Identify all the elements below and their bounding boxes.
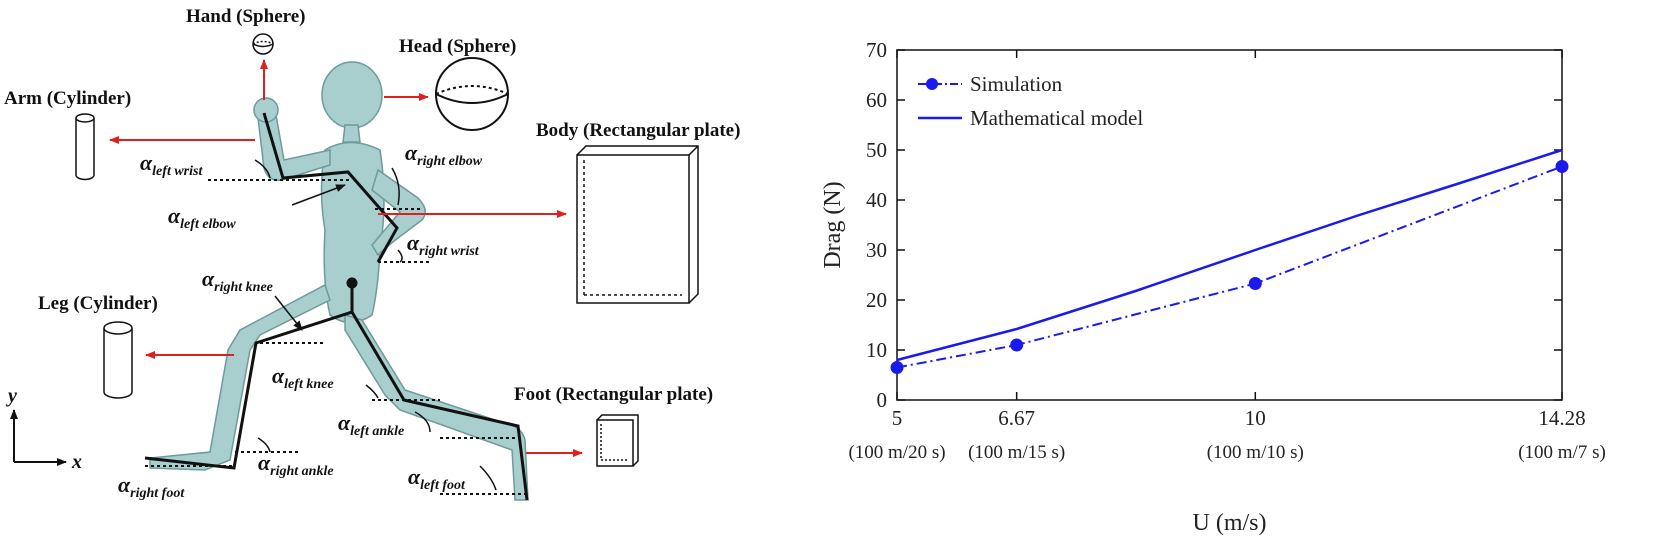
angle-pointers <box>254 159 497 491</box>
x-axis-label: x <box>71 451 82 473</box>
angle-left-foot: αleft foot <box>408 464 466 493</box>
head-sphere-icon <box>435 57 509 131</box>
legend-simulation-label: Simulation <box>970 72 1063 96</box>
simulation-point <box>890 361 904 374</box>
y-axis-label: y <box>6 385 17 407</box>
x-tick-label: 5 <box>892 406 903 430</box>
skeleton-front-arm <box>262 112 399 263</box>
skeleton <box>144 112 529 501</box>
angle-left-knee: αleft knee <box>272 363 334 392</box>
arm-label: Arm (Cylinder) <box>4 88 131 109</box>
angle-left-wrist: αleft wrist <box>140 150 203 179</box>
simulation-point <box>1010 338 1024 352</box>
angle-right-wrist: αright wrist <box>407 230 480 259</box>
x-tick-label: 14.28 <box>1538 406 1585 430</box>
mannequin-front-arm <box>257 114 331 181</box>
leg-label: Leg (Cylinder) <box>38 293 158 314</box>
runner-diagram: Hand (Sphere) Head (Sphere) Arm (Cylinde… <box>4 6 740 501</box>
x-tick-sublabel: (100 m/7 s) <box>1518 442 1606 463</box>
x-tick-label: 10 <box>1245 406 1266 430</box>
series-layer <box>890 148 1569 374</box>
drag-chart: 0 10 20 30 40 50 60 70 5 (100 m/20 s) 6.67 (100 m/… <box>820 38 1606 536</box>
x-tick-sublabel: (100 m/20 s) <box>848 442 945 463</box>
hand-label: Hand (Sphere) <box>186 6 305 27</box>
x-tick-sublabel: (100 m/15 s) <box>968 442 1065 463</box>
x-tick-label: 6.67 <box>998 406 1035 430</box>
legend-simulation-marker <box>926 78 938 90</box>
angle-left-ankle: αleft ankle <box>338 410 404 439</box>
series-simulation-line <box>896 165 1563 369</box>
body-plate-icon <box>576 145 699 304</box>
body-label: Body (Rectangular plate) <box>536 120 740 141</box>
mannequin-neck <box>342 124 361 143</box>
y-tick-label: 10 <box>866 338 887 362</box>
angle-right-elbow: αright elbow <box>405 140 483 169</box>
legend-model-label: Mathematical model <box>970 106 1143 130</box>
plot-frame <box>896 49 1563 401</box>
x-ticks: 5 (100 m/20 s) 6.67 (100 m/15 s) 10 (100 m/10… <box>848 50 1606 463</box>
skeleton-leg-front <box>350 311 529 501</box>
skeleton-leg-back <box>144 283 354 470</box>
head-label: Head (Sphere) <box>399 36 516 57</box>
red-arrows <box>109 59 583 457</box>
y-tick-label: 60 <box>866 88 887 112</box>
foot-plate-icon <box>596 414 639 467</box>
mannequin-back-leg <box>149 283 331 471</box>
simulation-point <box>1555 160 1569 173</box>
y-ticks: 0 10 20 30 40 50 60 70 <box>866 38 1562 412</box>
legend: Simulation Mathematical model <box>918 72 1143 130</box>
foot-label: Foot (Rectangular plate) <box>514 384 713 405</box>
y-tick-label: 70 <box>866 38 887 62</box>
x-tick-sublabel: (100 m/10 s) <box>1207 442 1304 463</box>
angle-right-knee: αright knee <box>202 266 273 295</box>
y-axis-title: Drag (N) <box>820 181 846 268</box>
simulation-point <box>1248 277 1262 290</box>
skeleton-hip-joint <box>346 277 358 289</box>
y-tick-label: 50 <box>866 138 887 162</box>
series-mathematical-model-line <box>896 148 1563 362</box>
angle-left-elbow: αleft elbow <box>168 203 236 232</box>
angle-right-foot: αright foot <box>118 472 185 501</box>
y-tick-label: 30 <box>866 238 887 262</box>
y-tick-label: 40 <box>866 188 887 212</box>
leg-cylinder-icon <box>103 321 133 399</box>
reference-lines <box>145 179 525 495</box>
mannequin-head <box>321 61 383 129</box>
arm-cylinder-icon <box>75 113 95 181</box>
y-tick-label: 20 <box>866 288 887 312</box>
y-tick-label: 0 <box>877 388 888 412</box>
mannequin-back-arm <box>371 168 426 257</box>
x-axis-title: U (m/s) <box>1193 510 1267 536</box>
xy-axes <box>10 409 67 466</box>
hand-sphere-icon <box>252 33 274 55</box>
angle-right-ankle: αright ankle <box>258 450 334 479</box>
